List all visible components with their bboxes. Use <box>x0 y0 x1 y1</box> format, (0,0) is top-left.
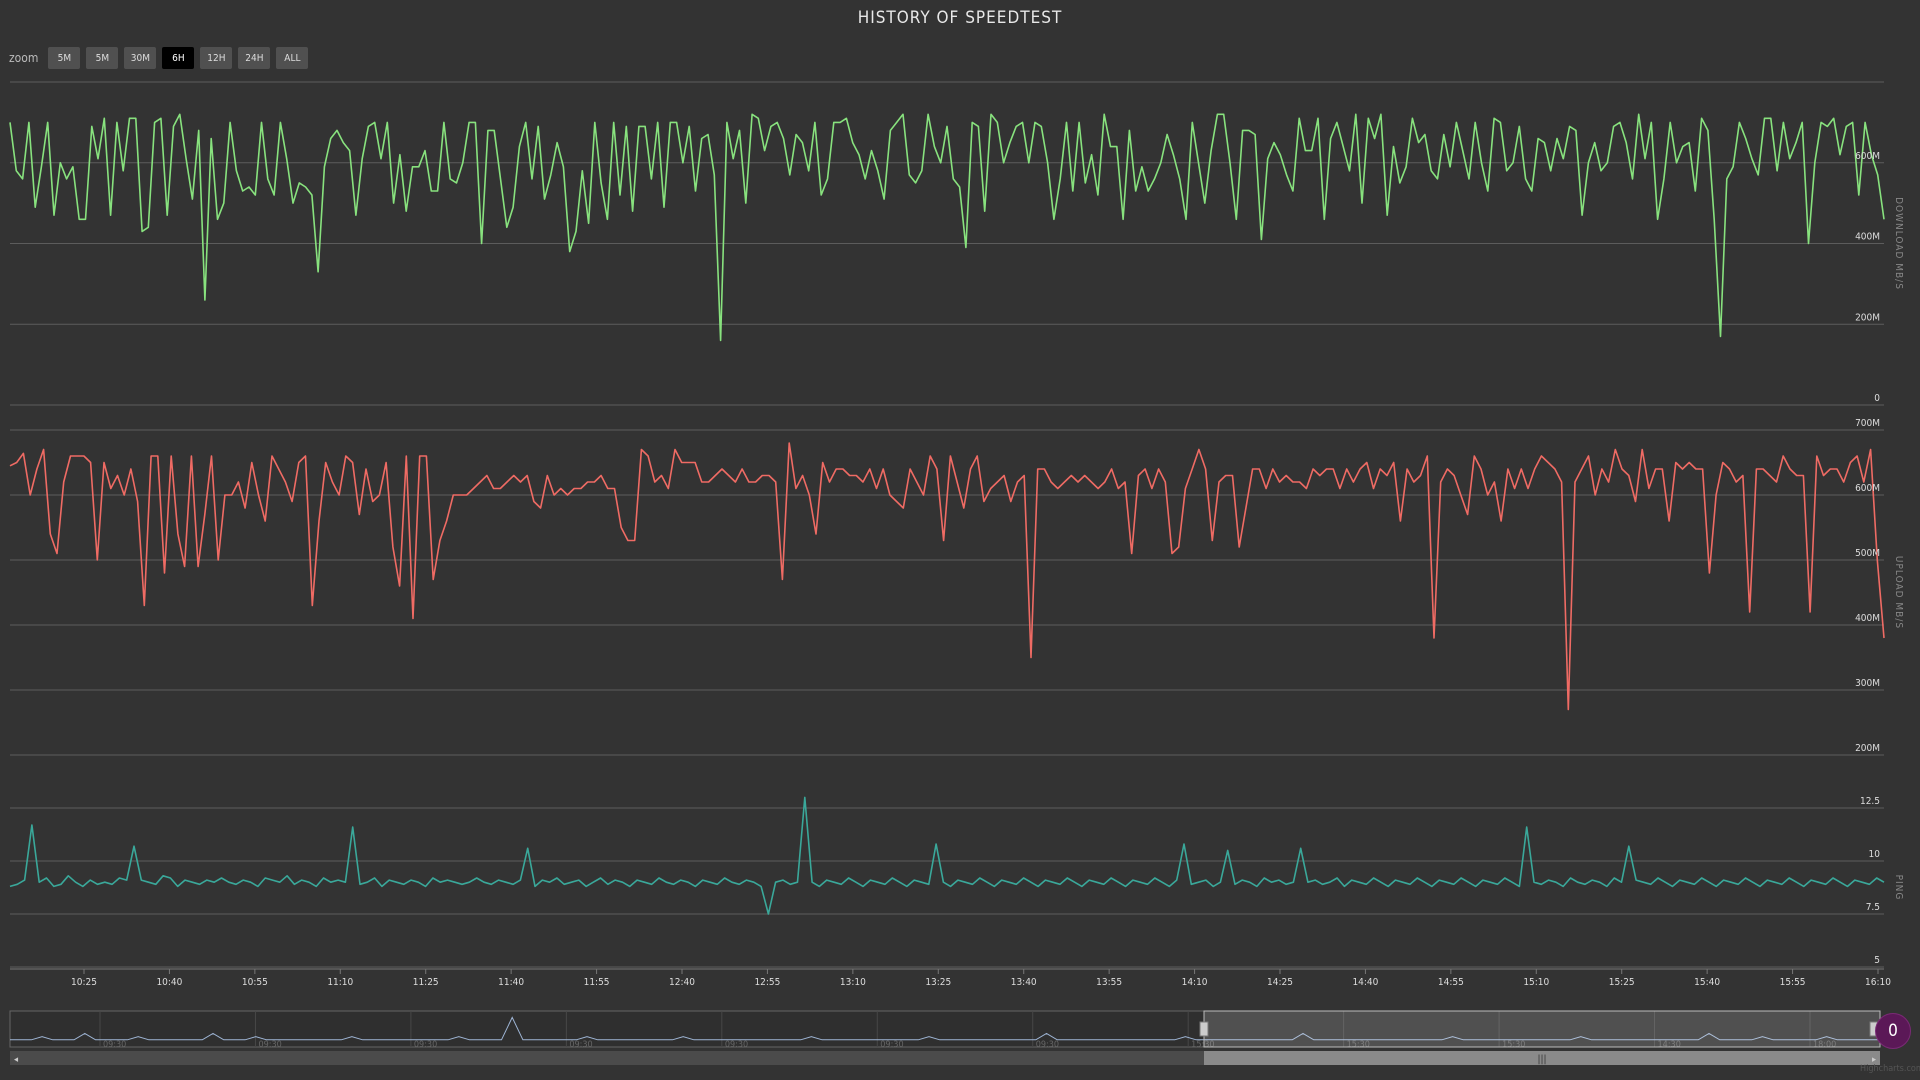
y-tick-label: 400M <box>1855 613 1880 624</box>
x-tick-label: 13:40 <box>1011 977 1037 988</box>
navigator-selected-range <box>1203 1010 1881 1048</box>
series-line-ping <box>9 796 1885 915</box>
x-tick-label: 12:55 <box>754 977 780 988</box>
scrollbar-left-arrow-icon: ◂ <box>14 1055 19 1065</box>
x-tick-label: 13:55 <box>1096 977 1122 988</box>
grid-layer <box>10 81 1884 974</box>
y-axis-title: PING <box>1893 875 1904 901</box>
y-tick-label: 7.5 <box>1866 902 1880 913</box>
y-axis-title: UPLOAD MB/S <box>1893 556 1904 629</box>
y-tick-label: 600M <box>1855 483 1880 494</box>
navigator-tick-label: 18:00 <box>1813 1040 1836 1050</box>
navigator-series-line <box>10 1016 1880 1041</box>
y-tick-label: 200M <box>1855 743 1880 754</box>
navigator-tick-label: 09:30 <box>1036 1040 1059 1050</box>
x-tick-label: 15:40 <box>1694 977 1720 988</box>
navigator-tick-label: 09:30 <box>258 1040 281 1050</box>
y-tick-label: 700M <box>1855 418 1880 429</box>
navigator-tick-label: 09:30 <box>725 1040 748 1050</box>
y-tick-label: 0 <box>1874 393 1880 404</box>
y-tick-label: 10 <box>1869 849 1881 860</box>
navigator-tick-label: 15:30 <box>1191 1040 1214 1050</box>
x-tick-label: 12:40 <box>669 977 695 988</box>
x-tick-label: 13:25 <box>925 977 951 988</box>
x-tick-label: 15:10 <box>1523 977 1549 988</box>
series-line-upload <box>9 442 1885 711</box>
scrollbar-right-arrow-icon: ▸ <box>1872 1055 1877 1065</box>
navigator-tick-label: 15:30 <box>1502 1040 1525 1050</box>
x-tick-label: 10:25 <box>71 977 97 988</box>
x-tick-label: 15:25 <box>1609 977 1635 988</box>
y-tick-label: 12.5 <box>1860 796 1880 807</box>
zoom-button-5m-b[interactable]: 5M <box>86 47 119 69</box>
y-tick-label: 300M <box>1855 678 1880 689</box>
navigator-tick-label: 09:30 <box>569 1040 592 1050</box>
zoom-button-24h[interactable]: 24H <box>238 47 271 69</box>
range-selector: zoom 5M 5M 30M 6H 12H 24H ALL <box>9 47 309 69</box>
navigator-tick-label: 09:30 <box>880 1040 903 1050</box>
scrollbar-thumb <box>1204 1051 1880 1065</box>
zoom-button-12h[interactable]: 12H <box>200 47 233 69</box>
x-tick-label: 11:40 <box>498 977 524 988</box>
credits-text[interactable]: Highcharts.com <box>1860 1064 1920 1074</box>
chart-title: HISTORY OF SPEEDTEST <box>857 8 1063 28</box>
zoom-button-30m[interactable]: 30M <box>124 47 157 69</box>
x-tick-label: 11:10 <box>327 977 353 988</box>
labels-layer: 0 200M 400M 600M DOWNLOAD MB/S 200M 300M 400M 50… <box>71 151 1904 988</box>
x-tick-label: 13:10 <box>840 977 866 988</box>
navigator-tick-label: 09:30 <box>103 1040 126 1050</box>
x-tick-label: 14:10 <box>1182 977 1208 988</box>
series-layer <box>9 113 1885 915</box>
navigator-tick-label: 14:30 <box>1658 1040 1681 1050</box>
x-tick-label: 14:40 <box>1352 977 1378 988</box>
navigator-left-handle <box>1199 1021 1209 1037</box>
x-tick-label: 14:25 <box>1267 977 1293 988</box>
y-axis-title: DOWNLOAD MB/S <box>1893 197 1904 290</box>
x-tick-label: 15:55 <box>1780 977 1806 988</box>
y-tick-label: 200M <box>1855 312 1880 323</box>
zoom-button-5m-a[interactable]: 5M <box>48 47 81 69</box>
x-tick-label: 14:55 <box>1438 977 1464 988</box>
x-tick-label: 16:10 <box>1865 977 1891 988</box>
x-tick-label: 10:40 <box>156 977 182 988</box>
zoom-button-6h[interactable]: 6H <box>162 47 195 69</box>
scrollbar-grip-icon: ||| <box>1537 1054 1546 1065</box>
zoom-label: zoom <box>9 51 39 65</box>
navigator-background <box>9 1010 1881 1048</box>
notification-badge[interactable]: 0 <box>1875 1013 1911 1049</box>
x-tick-label: 10:55 <box>242 977 268 988</box>
navigator-layer: 09:30 09:30 09:30 09:30 09:30 09:30 09:30 15:30… <box>9 1010 1881 1065</box>
x-tick-label: 11:55 <box>584 977 610 988</box>
y-tick-label: 5 <box>1874 955 1880 966</box>
y-tick-label: 500M <box>1855 548 1880 559</box>
zoom-button-all[interactable]: ALL <box>276 47 309 69</box>
navigator-tick-label: 09:30 <box>414 1040 437 1050</box>
y-tick-label: 600M <box>1855 151 1880 162</box>
navigator-tick-label: 15:30 <box>1347 1040 1370 1050</box>
y-tick-label: 400M <box>1855 232 1880 243</box>
x-tick-label: 11:25 <box>413 977 439 988</box>
series-line-download <box>9 113 1885 342</box>
